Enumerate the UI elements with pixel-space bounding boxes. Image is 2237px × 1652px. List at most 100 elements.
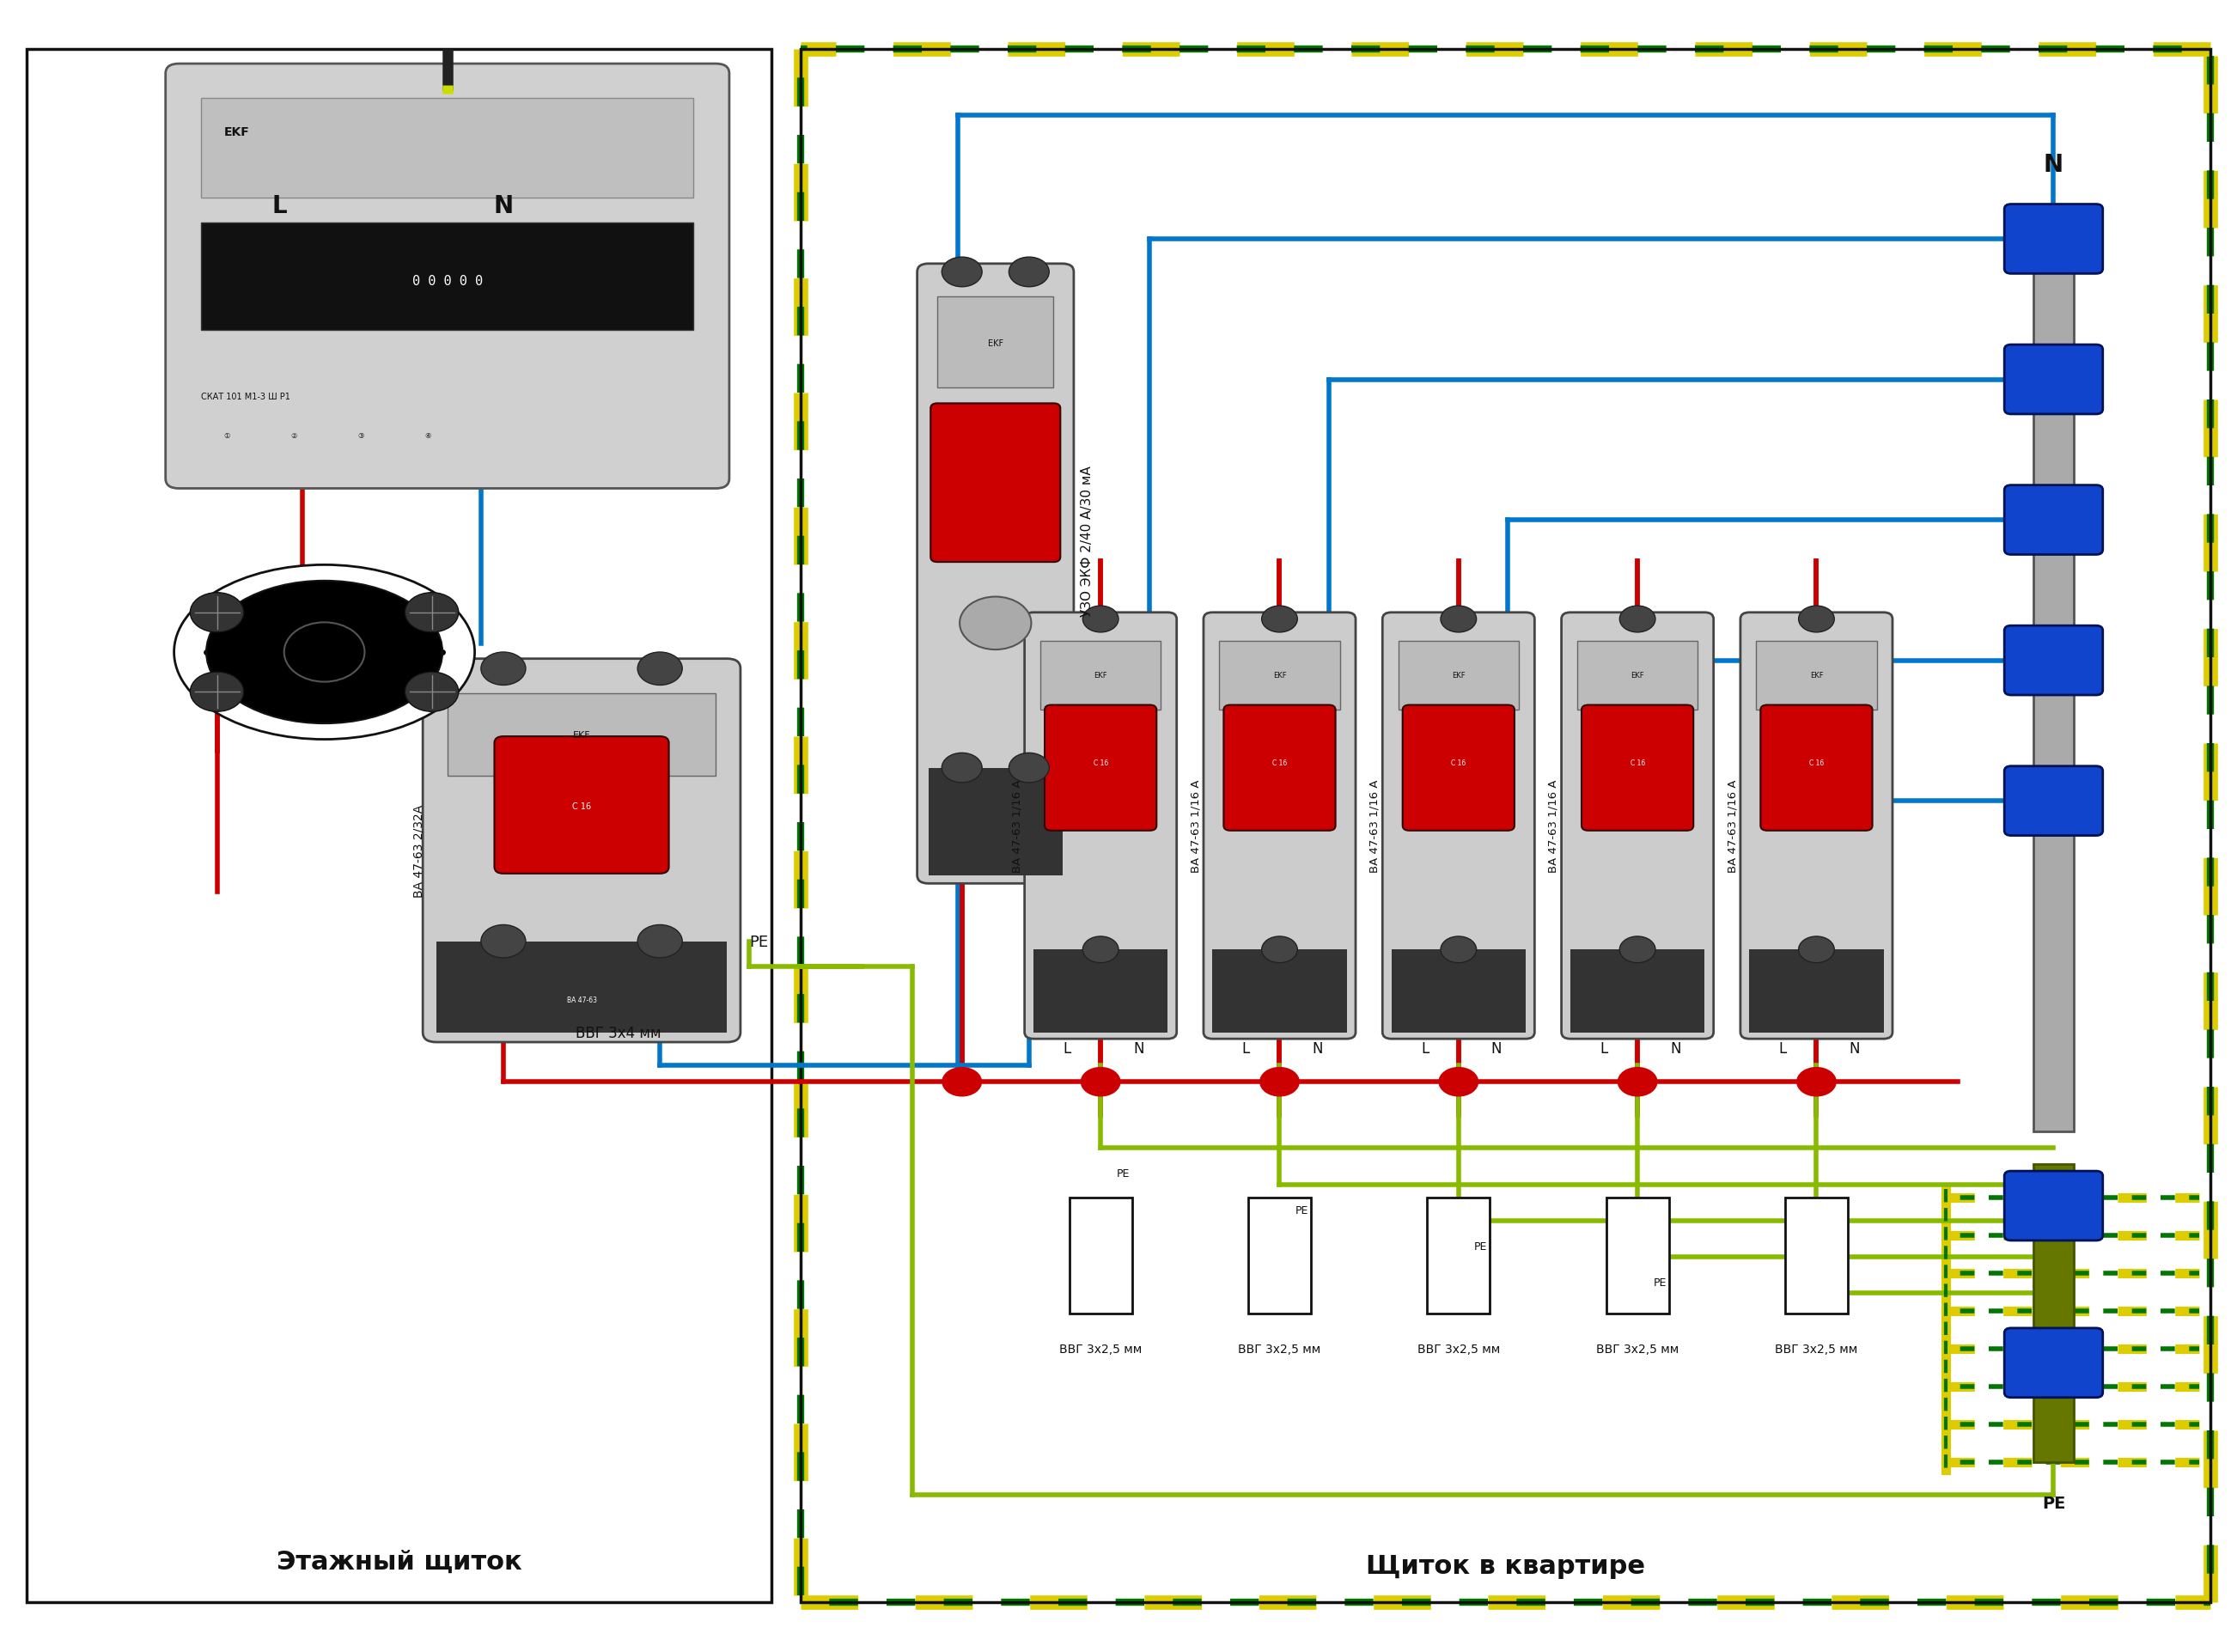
FancyBboxPatch shape — [27, 50, 772, 1602]
Bar — [1398, 641, 1519, 710]
FancyBboxPatch shape — [1403, 705, 1514, 831]
Text: N: N — [494, 195, 512, 218]
Text: Щиток в квартире: Щиток в квартире — [1367, 1553, 1644, 1579]
FancyBboxPatch shape — [1025, 613, 1177, 1039]
Text: L: L — [1420, 1041, 1429, 1056]
Bar — [1606, 1198, 1669, 1313]
Text: L: L — [273, 195, 286, 218]
Circle shape — [638, 653, 682, 686]
Circle shape — [481, 653, 526, 686]
Text: EKF: EKF — [1631, 672, 1644, 679]
Text: УЗО ЭКФ 2/40 А/30 мА: УЗО ЭКФ 2/40 А/30 мА — [1080, 466, 1094, 616]
Text: ВА 47-63 1/16 А: ВА 47-63 1/16 А — [1727, 780, 1738, 872]
FancyBboxPatch shape — [2004, 345, 2103, 415]
Text: ВВГ 3х2,5 мм: ВВГ 3х2,5 мм — [1418, 1343, 1499, 1355]
Text: ВА 47-63 1/16 А: ВА 47-63 1/16 А — [1011, 780, 1022, 872]
Text: L: L — [1063, 1041, 1072, 1056]
Circle shape — [942, 1067, 982, 1097]
Bar — [1069, 1198, 1132, 1313]
Text: N: N — [1671, 1041, 1680, 1056]
Text: ③: ③ — [358, 431, 365, 439]
Circle shape — [1617, 1067, 1658, 1097]
Circle shape — [1799, 606, 1834, 633]
FancyBboxPatch shape — [494, 737, 669, 874]
Bar — [1749, 950, 1884, 1032]
Bar — [201, 223, 693, 330]
Text: C 16: C 16 — [1631, 760, 1644, 767]
Text: PE: PE — [2042, 1495, 2065, 1512]
Circle shape — [1262, 937, 1297, 963]
Text: C 16: C 16 — [1452, 760, 1465, 767]
Text: PE: PE — [1116, 1168, 1130, 1180]
Bar — [1219, 641, 1340, 710]
Text: ВВГ 3х2,5 мм: ВВГ 3х2,5 мм — [1776, 1343, 1857, 1355]
Text: N: N — [1850, 1041, 1859, 1056]
Text: N: N — [1313, 1041, 1322, 1056]
FancyBboxPatch shape — [166, 64, 729, 489]
Circle shape — [1620, 937, 1655, 963]
Bar — [1040, 641, 1161, 710]
Bar — [447, 694, 716, 776]
Text: EKF: EKF — [573, 730, 591, 740]
Circle shape — [190, 672, 244, 712]
Circle shape — [1796, 1067, 1837, 1097]
Text: C 16: C 16 — [573, 801, 591, 811]
Text: L: L — [1778, 1041, 1787, 1056]
Bar — [2033, 206, 2074, 1132]
Bar — [1033, 950, 1168, 1032]
Text: ВА 47-63: ВА 47-63 — [566, 996, 597, 1003]
Circle shape — [942, 753, 982, 783]
FancyBboxPatch shape — [2004, 1328, 2103, 1398]
Text: N: N — [1492, 1041, 1501, 1056]
Text: EKF: EKF — [1810, 672, 1823, 679]
Bar — [1756, 641, 1877, 710]
Circle shape — [638, 925, 682, 958]
Circle shape — [1009, 258, 1049, 287]
Text: PE: PE — [1295, 1204, 1309, 1216]
FancyBboxPatch shape — [1045, 705, 1157, 831]
FancyBboxPatch shape — [2004, 626, 2103, 695]
Text: СКАТ 101 М1-3 Ш Р1: СКАТ 101 М1-3 Ш Р1 — [201, 392, 291, 401]
Text: Этажный щиток: Этажный щиток — [277, 1548, 521, 1574]
Bar — [1391, 950, 1526, 1032]
Circle shape — [1262, 606, 1297, 633]
Text: ВВГ 3х2,5 мм: ВВГ 3х2,5 мм — [1597, 1343, 1678, 1355]
Text: ВВГ 3х2,5 мм: ВВГ 3х2,5 мм — [1239, 1343, 1320, 1355]
FancyBboxPatch shape — [1761, 705, 1872, 831]
Bar — [1785, 1198, 1848, 1313]
FancyBboxPatch shape — [1582, 705, 1693, 831]
Circle shape — [190, 593, 244, 633]
FancyBboxPatch shape — [2004, 205, 2103, 274]
Text: ВА 47-63 1/16 А: ВА 47-63 1/16 А — [1369, 780, 1380, 872]
Text: ВА 47-63 2/32А: ВА 47-63 2/32А — [414, 805, 425, 897]
Bar — [2033, 1165, 2074, 1462]
Bar — [928, 768, 1063, 876]
Text: ВА 47-63 1/16 А: ВА 47-63 1/16 А — [1190, 780, 1201, 872]
Circle shape — [1620, 606, 1655, 633]
FancyBboxPatch shape — [2004, 486, 2103, 555]
Text: ВВГ 3х4 мм: ВВГ 3х4 мм — [575, 1024, 662, 1041]
Ellipse shape — [206, 582, 443, 724]
Bar — [1570, 950, 1705, 1032]
Bar — [801, 50, 2210, 1602]
Text: ①: ① — [224, 431, 230, 439]
Bar — [1248, 1198, 1311, 1313]
Text: C 16: C 16 — [1273, 760, 1286, 767]
FancyBboxPatch shape — [2004, 1171, 2103, 1241]
Bar — [1212, 950, 1347, 1032]
Text: PE: PE — [1474, 1241, 1488, 1252]
Text: EKF: EKF — [1094, 672, 1107, 679]
Text: L: L — [1242, 1041, 1250, 1056]
Circle shape — [1799, 937, 1834, 963]
Text: L: L — [1599, 1041, 1608, 1056]
Bar — [937, 297, 1054, 388]
Circle shape — [960, 598, 1031, 651]
Text: N: N — [2045, 154, 2063, 177]
Text: C 16: C 16 — [1094, 760, 1107, 767]
Bar — [436, 942, 727, 1032]
Ellipse shape — [174, 565, 474, 740]
FancyBboxPatch shape — [1561, 613, 1714, 1039]
Circle shape — [405, 672, 459, 712]
FancyBboxPatch shape — [931, 405, 1060, 563]
Circle shape — [1438, 1067, 1479, 1097]
